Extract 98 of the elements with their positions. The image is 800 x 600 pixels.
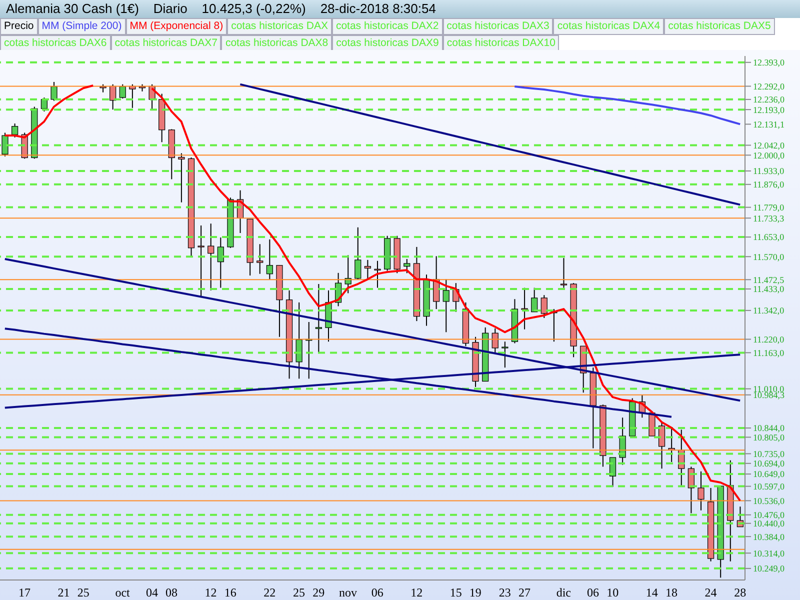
x-tick-label: 22: [264, 586, 276, 600]
candlestick: [540, 294, 548, 318]
candlestick: [560, 258, 568, 288]
candlestick: [2, 132, 8, 157]
y-tick-label: 12.393,0: [753, 58, 785, 68]
text: MM (Simple 200): [38, 18, 126, 35]
y-tick-label: 12.131,1: [753, 119, 784, 130]
candlestick: [198, 224, 204, 298]
x-tick-label: 23: [498, 586, 511, 600]
y-tick-label: 12.292,0: [753, 81, 785, 92]
x-tick-label: 18: [665, 586, 678, 600]
chart-title: Alemania 30 Cash (1€) Diario 10.425,3 (-0,22%) 28-dic-2018 8:30:54: [0, 0, 800, 18]
candlestick: [266, 238, 273, 280]
y-tick-label: 11.733,3: [753, 213, 785, 224]
y-tick-label: 12.193,0: [753, 104, 785, 115]
y-tick-label: 12.000,0: [753, 150, 785, 160]
y-tick-label: 10.249,0: [753, 564, 785, 574]
text: cotas historicas DAX3: [442, 18, 554, 35]
candlestick: [129, 84, 136, 108]
x-tick-label: dic: [556, 586, 571, 600]
candlestick: [217, 237, 224, 288]
candlestick: [502, 341, 508, 368]
text: cotas historicas DAX6: [0, 35, 111, 52]
y-tick-label: 12.236,0: [753, 94, 785, 105]
x-tick-label: 12: [410, 586, 423, 600]
y-tick-label: 10.649,0: [753, 469, 785, 480]
line-series: [514, 85, 742, 126]
y-tick-label: 11.570,0: [753, 252, 785, 262]
text: cotas historicas DAX7: [110, 35, 222, 52]
y-tick-label: 10.536,0: [753, 496, 785, 506]
candlestick: [404, 258, 410, 274]
text: cotas historicas DAX: [227, 18, 332, 35]
candlestick: [12, 123, 18, 138]
candlestick: [178, 152, 185, 203]
x-tick-label: 27: [518, 586, 530, 600]
candlestick: [208, 223, 214, 291]
y-tick-label: 10.844,0: [753, 423, 785, 434]
candlestick: [442, 278, 450, 333]
y-tick-label: 11.433,0: [753, 284, 785, 294]
y-tick-label: 11.779,0: [753, 202, 785, 212]
x-tick-label: 29: [312, 586, 325, 600]
candlestick: [364, 259, 371, 280]
candlestick: [492, 328, 498, 354]
y-tick-label: 11.472,5: [753, 274, 785, 285]
x-tick-label: 15: [450, 586, 462, 600]
candlestick: [296, 302, 302, 380]
y-tick-label: 11.876,0: [753, 180, 785, 190]
y-tick-label: 11.220,0: [753, 334, 785, 344]
text: MM (Exponencial 8): [126, 18, 228, 35]
x-tick-label: 19: [469, 586, 482, 600]
candlestick: [119, 84, 126, 99]
y-tick-label: 10.805,0: [753, 432, 785, 442]
y-tick-label: 11.010,0: [753, 384, 785, 394]
text: cotas historicas DAX9: [332, 35, 443, 52]
candlestick: [354, 226, 362, 280]
x-tick-label: 08: [166, 586, 178, 600]
candlestick: [658, 422, 666, 470]
candlestick: [50, 81, 58, 102]
y-tick-label: 10.440,0: [753, 518, 785, 529]
x-tick-label: 17: [18, 586, 31, 600]
y-tick-label: 10.384,0: [753, 532, 785, 542]
x-tick-label: 25: [292, 586, 305, 600]
y-tick-label: 11.933,0: [753, 166, 785, 176]
x-tick-label: 28: [734, 586, 746, 600]
text: cotas historicas DAX2: [332, 18, 443, 35]
x-tick-label: nov: [338, 586, 357, 600]
text: cotas historicas DAX5: [664, 18, 775, 35]
y-tick-label: 12.042,0: [753, 140, 785, 150]
x-tick-label: 25: [77, 586, 90, 600]
candlestick: [110, 84, 116, 110]
text: cotas historicas DAX10: [442, 35, 560, 52]
x-tick-label: oct: [115, 586, 131, 600]
line-series: [239, 83, 742, 206]
candlestick: [315, 284, 322, 354]
y-tick-label: 10.314,0: [753, 548, 785, 558]
candlestick: [521, 287, 528, 330]
text: Precio: [0, 18, 38, 35]
y-tick-label: 10.476,0: [753, 510, 785, 520]
text: cotas historicas DAX4: [553, 18, 664, 35]
candlestick: [256, 244, 264, 274]
candlestick: [374, 260, 381, 288]
y-tick-label: 10.597,0: [753, 481, 785, 492]
x-tick-label: 21: [58, 586, 70, 600]
x-tick-label: 10: [606, 586, 619, 600]
y-tick-label: 11.653,0: [753, 232, 785, 242]
y-tick-label: 11.163,0: [753, 348, 785, 358]
x-tick-label: 14: [646, 586, 658, 600]
x-tick-label: 04: [146, 586, 158, 600]
y-tick-label: 10.694,0: [753, 458, 785, 469]
x-tick-label: 06: [371, 586, 384, 600]
candlestick: [698, 470, 704, 511]
x-tick-label: 06: [587, 586, 600, 600]
y-tick-label: 11.342,0: [753, 306, 785, 316]
x-tick-label: 12: [204, 586, 217, 600]
y-tick-label: 10.735,0: [753, 448, 785, 459]
text: cotas historicas DAX8: [221, 35, 332, 52]
x-tick-label: 24: [704, 586, 717, 600]
x-tick-label: 16: [224, 586, 236, 600]
